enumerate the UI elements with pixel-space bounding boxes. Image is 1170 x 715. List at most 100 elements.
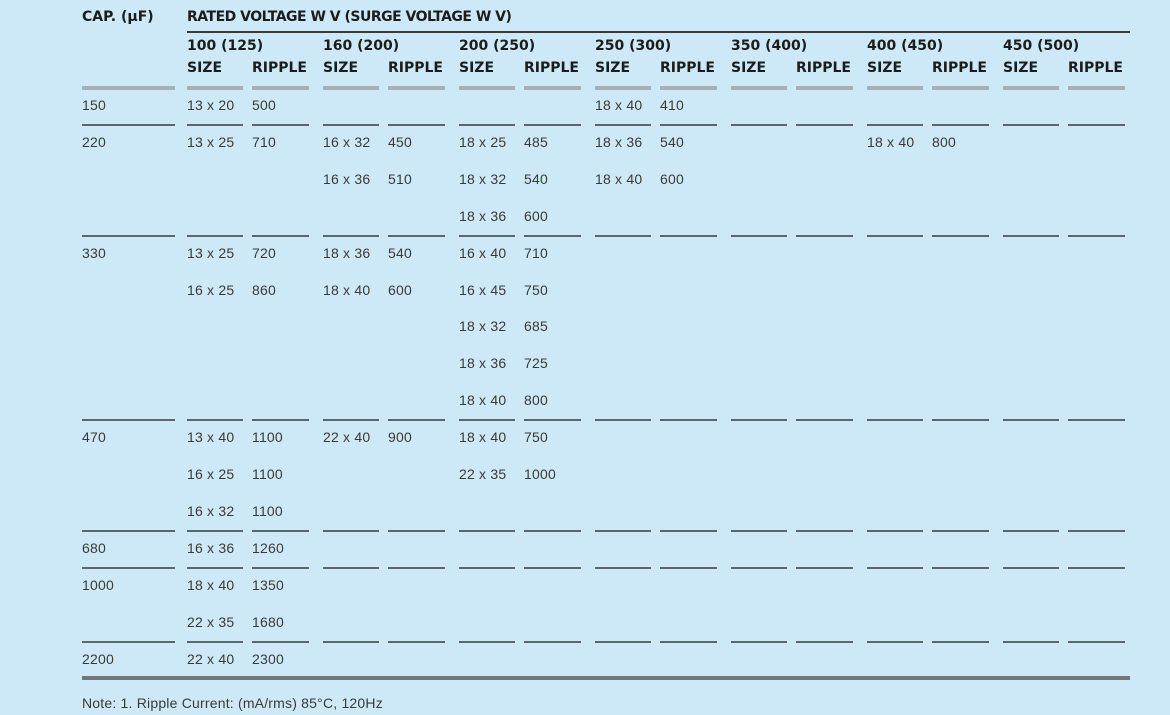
header-rule [932, 86, 989, 90]
row-rule [932, 529, 989, 532]
header-rule [252, 86, 309, 90]
row-rule [524, 640, 581, 643]
row-rule [187, 566, 243, 569]
ripple-subheader: RIPPLE [932, 60, 987, 76]
cap-value: 470 [82, 429, 106, 446]
voltage-header: 200 (250) [459, 38, 536, 54]
ripple-subheader: RIPPLE [796, 60, 851, 76]
row-rule [932, 419, 989, 422]
row-rule [867, 640, 923, 643]
ripple-cell: 1100 [252, 429, 283, 446]
ripple-cell: 2300 [252, 650, 284, 667]
size-cell: 16 x 45 [459, 281, 507, 298]
row-rule [388, 123, 445, 126]
row-rule [867, 234, 923, 237]
size-cell: 16 x 25 [187, 466, 235, 482]
row-rule [660, 419, 717, 422]
size-cell: 13 x 25 [187, 133, 235, 150]
row-rule [731, 566, 787, 569]
cap-value: 680 [82, 539, 106, 556]
cap-value: 220 [82, 133, 106, 150]
row-rule [1003, 123, 1059, 126]
size-cell: 18 x 36 [595, 133, 643, 150]
ripple-cell: 540 [524, 170, 548, 187]
ripple-cell: 485 [524, 133, 548, 150]
row-rule [660, 123, 717, 126]
row-rule [323, 234, 379, 237]
row-rule [323, 123, 379, 126]
size-cell: 13 x 25 [187, 244, 235, 261]
header-rule [187, 86, 243, 90]
row-rule [731, 234, 787, 237]
ripple-cell: 540 [660, 133, 684, 150]
row-rule [82, 123, 175, 126]
row-rule [187, 234, 243, 237]
ripple-cell: 685 [524, 318, 548, 335]
row-rule [796, 419, 853, 422]
size-cell: 13 x 40 [187, 429, 235, 446]
ripple-cell: 540 [388, 244, 412, 261]
row-rule [252, 640, 309, 643]
ripple-cell: 800 [524, 392, 548, 409]
row-rule [1068, 234, 1125, 237]
cap-value: 330 [82, 244, 106, 261]
ripple-subheader: RIPPLE [660, 60, 715, 76]
ripple-cell: 750 [524, 281, 548, 298]
row-rule [595, 640, 651, 643]
row-rule [187, 419, 243, 422]
size-subheader: SIZE [187, 60, 223, 76]
voltage-header: 100 (125) [187, 38, 264, 54]
row-rule [932, 123, 989, 126]
row-rule [595, 234, 651, 237]
row-rule [524, 566, 581, 569]
row-rule [524, 529, 581, 532]
ripple-cell: 1680 [252, 613, 284, 630]
row-rule [459, 234, 515, 237]
size-cell: 18 x 32 [459, 170, 507, 187]
row-rule [187, 640, 243, 643]
row-rule [867, 529, 923, 532]
row-rule [1068, 566, 1125, 569]
row-rule [323, 640, 379, 643]
size-cell: 18 x 40 [187, 576, 235, 593]
row-rule [1003, 234, 1059, 237]
row-rule [82, 640, 175, 643]
row-rule [388, 419, 445, 422]
row-rule [796, 640, 853, 643]
header-rule [1003, 86, 1059, 90]
row-rule [388, 529, 445, 532]
row-rule [388, 234, 445, 237]
row-rule [459, 419, 515, 422]
size-subheader: SIZE [595, 60, 631, 76]
size-cell: 18 x 40 [595, 170, 643, 187]
row-rule [1003, 640, 1059, 643]
ripple-cell: 510 [388, 170, 412, 187]
size-cell: 16 x 40 [459, 244, 507, 261]
row-rule [524, 123, 581, 126]
row-rule [459, 123, 515, 126]
row-rule [867, 419, 923, 422]
ripple-cell: 710 [252, 133, 276, 150]
row-rule [82, 234, 175, 237]
row-rule [252, 419, 309, 422]
size-cell: 18 x 32 [459, 318, 507, 335]
header-rule [459, 86, 515, 90]
header-rule [660, 86, 717, 90]
row-rule [595, 123, 651, 126]
ripple-cell: 800 [932, 133, 956, 150]
row-rule [252, 123, 309, 126]
row-rule [1003, 419, 1059, 422]
row-rule [1003, 566, 1059, 569]
voltage-header: 250 (300) [595, 38, 672, 54]
row-rule [731, 529, 787, 532]
header-divider [187, 31, 1130, 33]
row-rule [187, 123, 243, 126]
row-rule [82, 419, 175, 422]
size-cell: 18 x 36 [459, 207, 507, 224]
cap-value: 1000 [82, 576, 114, 593]
size-subheader: SIZE [867, 60, 903, 76]
header-rule [82, 86, 175, 90]
ripple-cell: 1000 [524, 466, 556, 482]
row-rule [595, 566, 651, 569]
header-rule [595, 86, 651, 90]
